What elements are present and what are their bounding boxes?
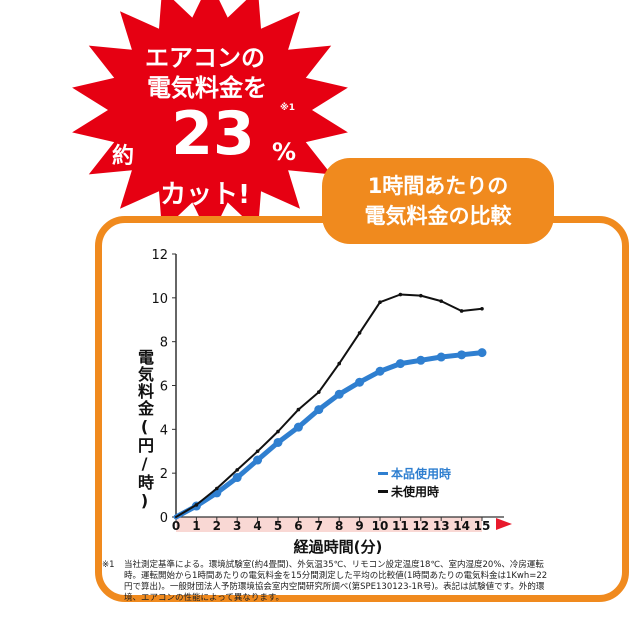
series-point-1 (337, 361, 342, 366)
promo-prefix: 約 (112, 144, 135, 169)
x-axis-band (176, 517, 482, 532)
series-line-0 (173, 350, 485, 520)
x-tick-label: 15 (474, 519, 491, 533)
x-tick-label: 0 (172, 519, 180, 533)
series-point-1 (439, 299, 444, 303)
series-point-1 (419, 293, 423, 298)
y-tick-label: 6 (160, 380, 168, 395)
promo-line4: カット! (160, 180, 250, 210)
x-axis-label: 経過時間(分) (293, 538, 383, 556)
promo-line1: エアコンの (145, 44, 265, 72)
panel-title-line1: 1時間あたりの (367, 174, 509, 198)
panel-title-line2: 電気料金の比較 (364, 204, 512, 228)
series-point-1 (317, 390, 321, 394)
legend-swatch-unused (378, 489, 388, 493)
x-tick-label: 12 (412, 519, 429, 533)
series-point-1 (235, 468, 239, 472)
series-point-0 (477, 348, 487, 358)
promo-number: 23 (171, 99, 255, 169)
footnote-text: 当社測定基準による。環境試験室(約4畳間)、外気温35℃、リモコン設定温度18℃… (124, 560, 548, 603)
x-tick-label: 11 (392, 519, 409, 533)
y-tick-label: 4 (160, 423, 168, 438)
starburst-shape (72, 0, 348, 239)
legend-entry-unused: 未使用時 (378, 482, 451, 500)
x-tick-label: 13 (433, 519, 450, 533)
x-tick-label: 3 (233, 519, 241, 533)
promo-unit: % (272, 138, 297, 166)
series-point-0 (232, 473, 242, 483)
series-point-0 (293, 422, 303, 432)
series-line-1 (175, 293, 483, 518)
y-tick-label: 12 (151, 248, 168, 263)
series-point-0 (355, 377, 365, 387)
x-tick-label: 7 (315, 519, 323, 533)
y-tick-label: 2 (160, 467, 168, 482)
series-point-1 (276, 429, 280, 434)
footnote-mark: ※1 (102, 560, 115, 570)
series-point-1 (398, 292, 403, 297)
series-point-0 (253, 455, 263, 465)
series-point-0 (273, 437, 283, 447)
series-point-1 (296, 407, 301, 412)
chart-legend: 本品使用時 未使用時 (378, 464, 451, 500)
y-axis-label: 電気料金(円/時) (135, 349, 154, 511)
y-tick-label: 0 (160, 511, 168, 526)
legend-entry-product: 本品使用時 (378, 464, 451, 482)
y-tick-label: 10 (151, 292, 168, 307)
legend-label-unused: 未使用時 (391, 484, 440, 499)
legend-label-product: 本品使用時 (391, 466, 452, 481)
series-point-0 (436, 352, 446, 362)
legend-swatch-product (378, 471, 388, 475)
y-tick-label: 8 (160, 336, 168, 351)
series-point-0 (334, 389, 344, 399)
series-point-0 (314, 405, 324, 415)
x-tick-label: 10 (372, 519, 389, 533)
series-point-1 (194, 503, 199, 507)
x-tick-label: 14 (453, 519, 470, 533)
series-point-0 (395, 359, 405, 369)
x-axis-arrow (496, 518, 512, 530)
series-point-1 (480, 306, 484, 311)
series-point-0 (416, 355, 426, 365)
x-tick-label: 2 (213, 519, 221, 533)
panel-title: 1時間あたりの 電気料金の比較 (322, 158, 554, 244)
x-tick-label: 8 (335, 519, 343, 533)
promo-line2: 電気料金を (147, 74, 267, 102)
x-tick-label: 6 (294, 519, 302, 533)
series-point-0 (457, 350, 467, 360)
series-point-0 (375, 366, 385, 376)
x-tick-label: 5 (274, 519, 282, 533)
series-point-1 (459, 309, 464, 313)
series-point-1 (378, 300, 382, 305)
series-point-1 (255, 449, 260, 454)
series-point-1 (357, 331, 362, 335)
footnote: ※1 当社測定基準による。環境試験室(約4畳間)、外気温35℃、リモコン設定温度… (102, 560, 554, 604)
x-tick-label: 4 (253, 519, 261, 533)
x-tick-label: 1 (192, 519, 200, 533)
series-point-1 (215, 486, 219, 491)
promo-note-mark: ※1 (280, 103, 296, 113)
x-tick-label: 9 (355, 519, 363, 533)
